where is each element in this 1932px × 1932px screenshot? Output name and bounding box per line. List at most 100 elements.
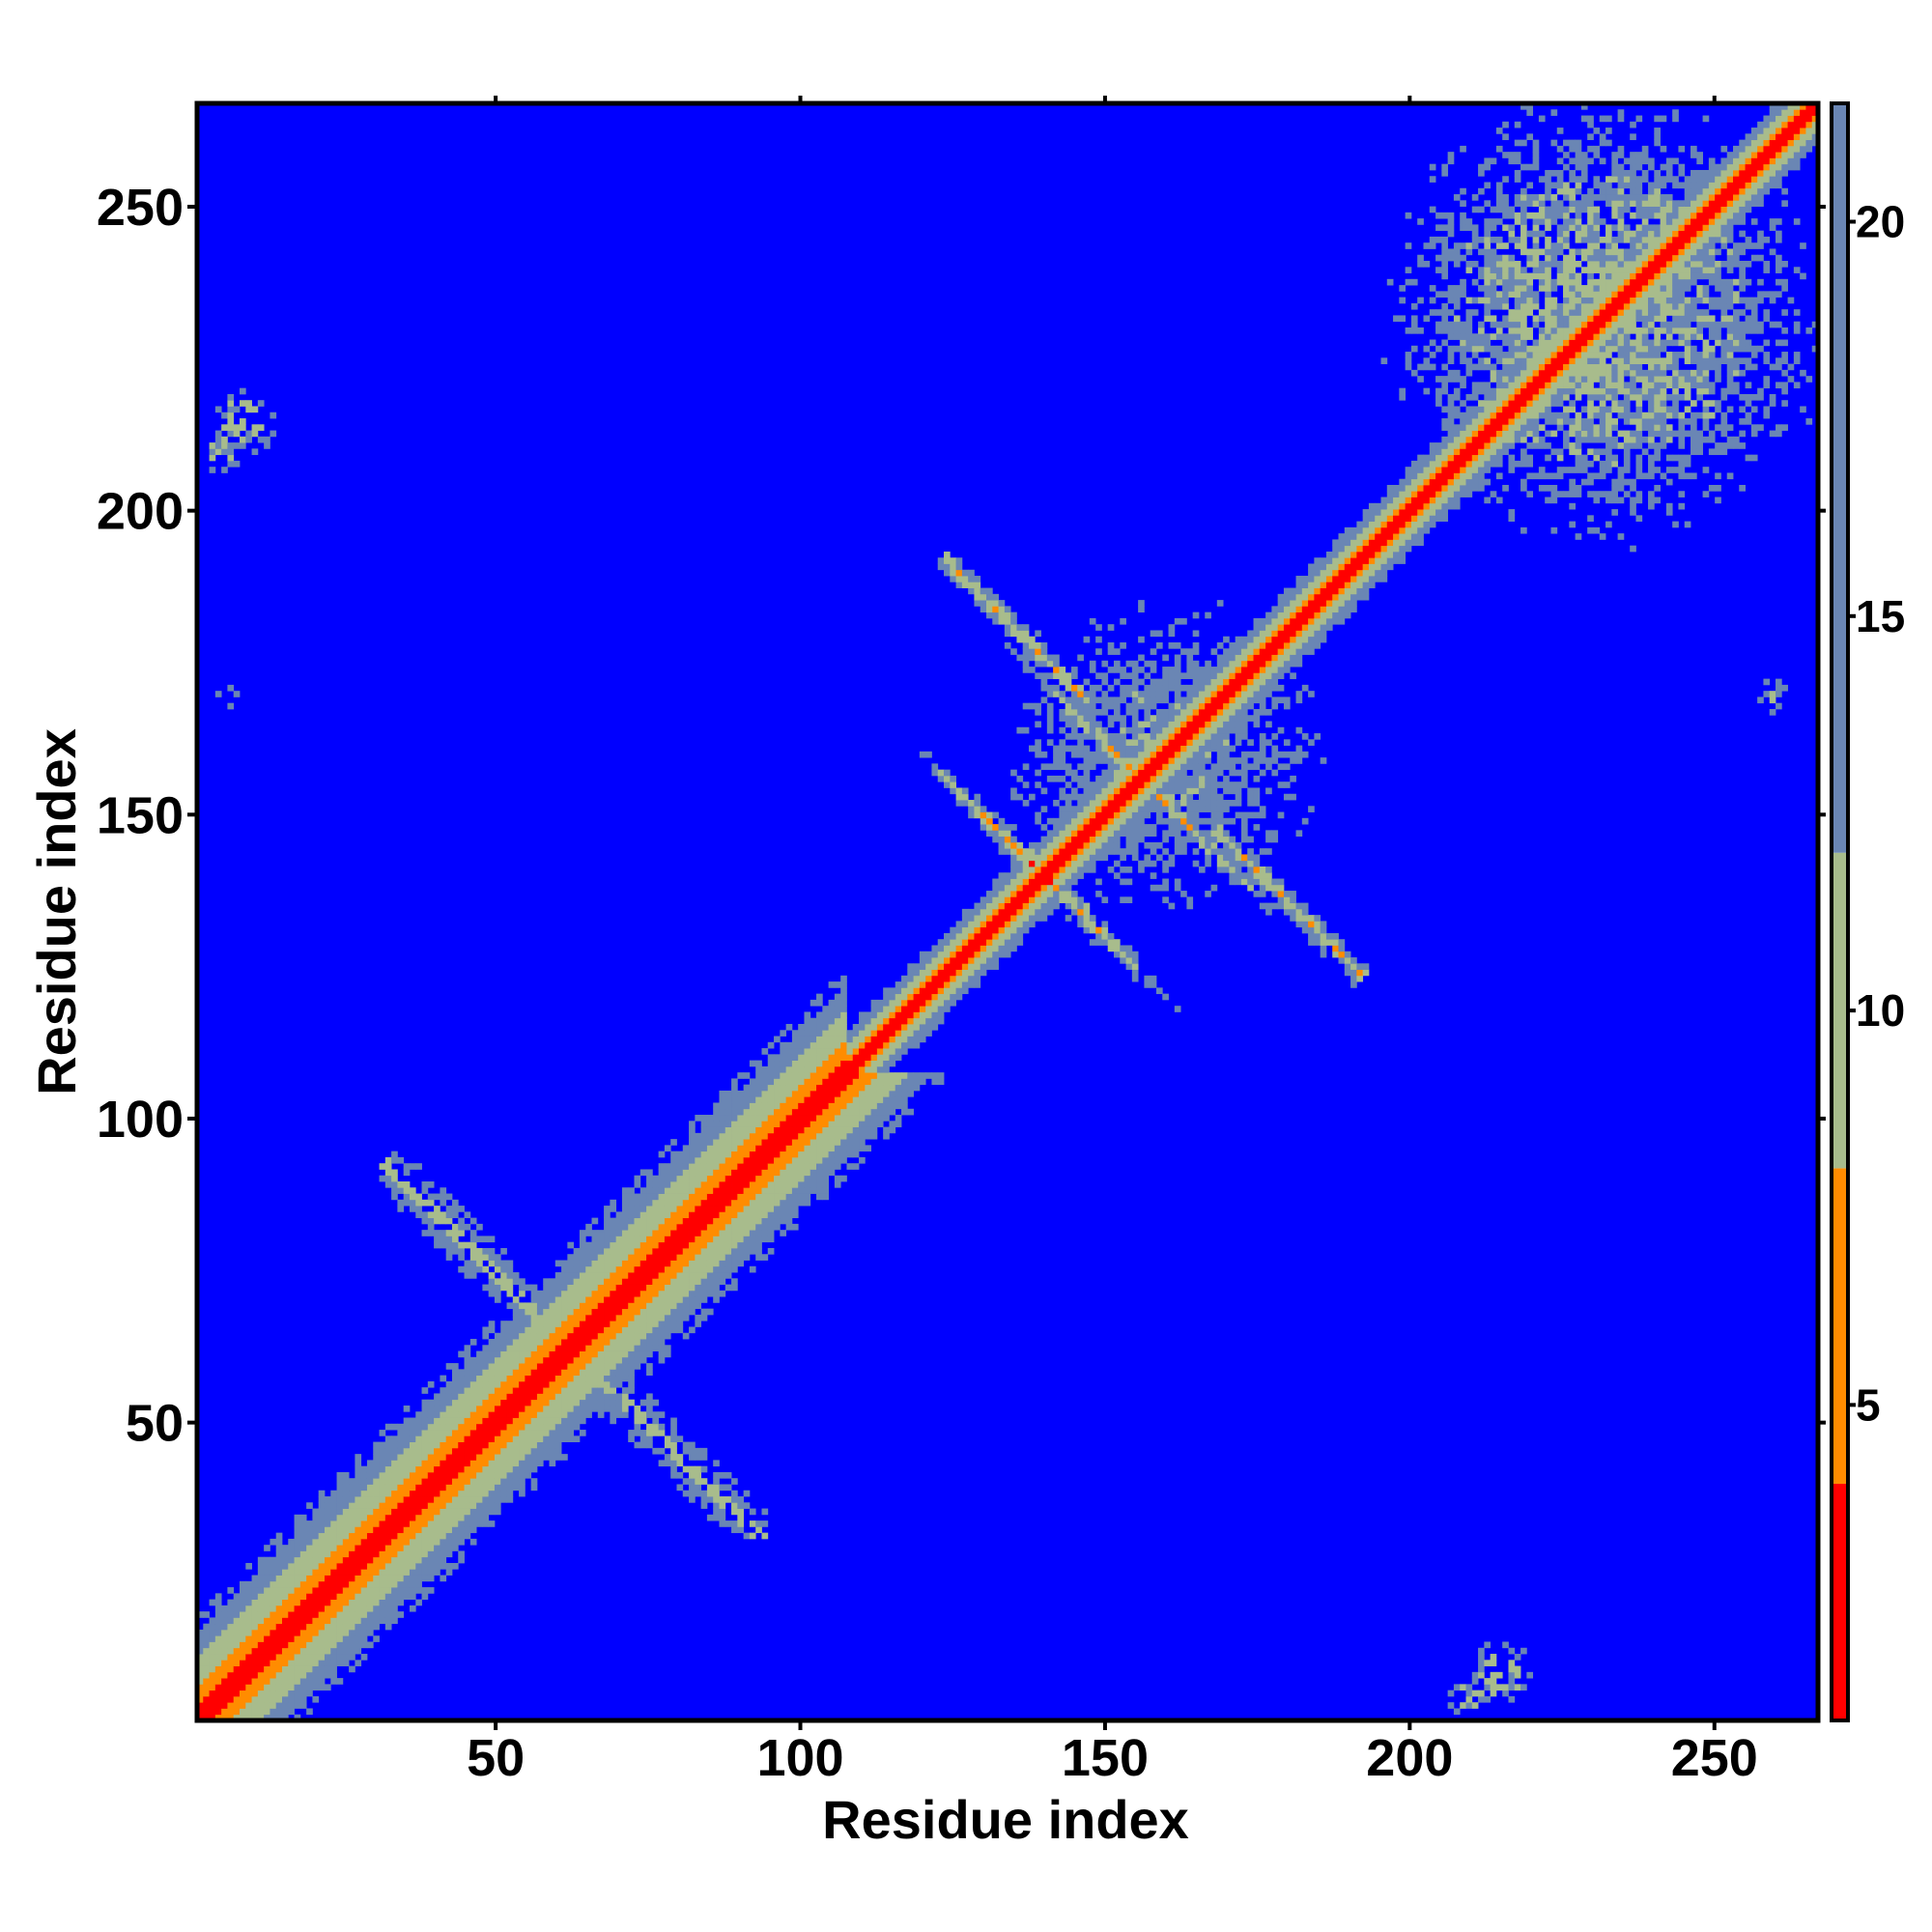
heatmap-cell — [476, 1247, 483, 1255]
heatmap-cell — [384, 1441, 392, 1449]
heatmap-cell — [209, 1695, 216, 1703]
heatmap-cell — [755, 1145, 762, 1152]
heatmap-cell — [1144, 769, 1151, 777]
heatmap-cell — [397, 1526, 405, 1534]
heatmap-cell — [415, 1471, 422, 1479]
heatmap-cell — [961, 932, 969, 940]
heatmap-cell — [1059, 860, 1066, 867]
heatmap-cell — [318, 1605, 326, 1612]
heatmap-cell — [828, 1139, 836, 1146]
heatmap-cell — [931, 963, 939, 970]
heatmap-cell — [628, 1375, 635, 1382]
heatmap-cell — [579, 1399, 586, 1406]
heatmap-cell — [1029, 866, 1036, 873]
heatmap-cell — [257, 1660, 265, 1666]
heatmap-cell — [761, 1126, 769, 1134]
heatmap-cell — [494, 1387, 501, 1394]
heatmap-cell — [391, 1478, 398, 1485]
heatmap-cell — [312, 1611, 320, 1618]
heatmap-cell — [306, 1678, 313, 1685]
heatmap-cell — [591, 1265, 599, 1273]
heatmap-cell — [695, 1115, 702, 1122]
heatmap-cell — [288, 1641, 295, 1649]
heatmap-cell — [214, 1617, 222, 1625]
heatmap-cell — [585, 1332, 592, 1340]
heatmap-cell — [749, 1265, 756, 1273]
heatmap-cell — [458, 1435, 465, 1442]
heatmap-cell — [336, 1550, 344, 1558]
heatmap-cell — [506, 1321, 514, 1327]
heatmap-cell — [330, 1671, 337, 1679]
heatmap-cell — [554, 1423, 562, 1431]
heatmap-cell — [1046, 660, 1054, 668]
heatmap-cell — [1010, 630, 1017, 638]
heatmap-cell — [227, 1599, 235, 1606]
heatmap-cell — [798, 1023, 805, 1031]
heatmap-cell — [1004, 951, 1011, 958]
heatmap-cell — [579, 1314, 586, 1321]
heatmap-cell — [561, 1350, 568, 1358]
heatmap-cell — [628, 1206, 635, 1212]
heatmap-cell — [1131, 667, 1139, 673]
heatmap-cell — [549, 1405, 556, 1412]
heatmap-cell — [980, 587, 987, 595]
heatmap-cell — [628, 1345, 635, 1351]
heatmap-cell — [719, 1126, 726, 1134]
heatmap-cell — [379, 1569, 386, 1576]
heatmap-cell — [1065, 896, 1072, 903]
heatmap-cell — [937, 1011, 945, 1019]
heatmap-cell — [615, 1260, 623, 1267]
heatmap-cell — [700, 1181, 708, 1188]
heatmap-cell — [257, 1580, 265, 1588]
heatmap-cell — [737, 1223, 745, 1231]
heatmap-cell — [1004, 872, 1011, 879]
heatmap-cell — [676, 1265, 684, 1273]
heatmap-cell — [749, 1163, 756, 1170]
heatmap-cell — [349, 1629, 355, 1636]
heatmap-cell — [700, 1132, 708, 1140]
heatmap-cell — [931, 1078, 939, 1086]
heatmap-cell — [1077, 691, 1084, 697]
heatmap-cell — [834, 1132, 841, 1140]
heatmap-cell — [1138, 696, 1145, 704]
heatmap-cell — [1125, 751, 1133, 758]
heatmap-cell — [658, 1265, 666, 1273]
heatmap-cell — [828, 1090, 836, 1097]
heatmap-cell — [597, 1254, 605, 1261]
heatmap-cell — [415, 1545, 422, 1551]
heatmap-cell — [639, 1211, 647, 1219]
heatmap-cell — [1113, 715, 1121, 722]
heatmap-cell — [530, 1460, 538, 1467]
heatmap-cell — [913, 1017, 921, 1025]
heatmap-cell — [214, 436, 222, 443]
heatmap-cell — [1162, 667, 1169, 673]
heatmap-cell — [251, 1690, 259, 1697]
heatmap-cell — [621, 1332, 629, 1340]
heatmap-cell — [639, 1430, 647, 1436]
heatmap-cell — [992, 926, 999, 934]
heatmap-cell — [1150, 824, 1157, 831]
heatmap-cell — [621, 1290, 629, 1297]
heatmap-cell — [822, 1011, 829, 1019]
heatmap-cell — [610, 1363, 617, 1370]
heatmap-cell — [579, 1247, 586, 1255]
heatmap-cell — [1095, 939, 1102, 946]
heatmap-cell — [761, 1175, 769, 1182]
heatmap-cell — [318, 1684, 326, 1691]
heatmap-cell — [403, 1562, 411, 1570]
heatmap-cell — [318, 1496, 326, 1503]
heatmap-cell — [270, 412, 277, 419]
heatmap-cell — [227, 424, 235, 431]
heatmap-cell — [1010, 841, 1017, 849]
heatmap-cell — [336, 1617, 344, 1625]
heatmap-cell — [895, 993, 902, 1001]
heatmap-cell — [306, 1684, 313, 1691]
heatmap-cell — [749, 1520, 756, 1527]
heatmap-cell — [1089, 708, 1096, 716]
heatmap-cell — [567, 1296, 575, 1303]
heatmap-cell — [713, 1471, 720, 1479]
heatmap-cell — [482, 1465, 490, 1473]
heatmap-cell — [476, 1423, 483, 1431]
heatmap-cell — [1155, 987, 1163, 995]
heatmap-cell — [1138, 860, 1145, 867]
